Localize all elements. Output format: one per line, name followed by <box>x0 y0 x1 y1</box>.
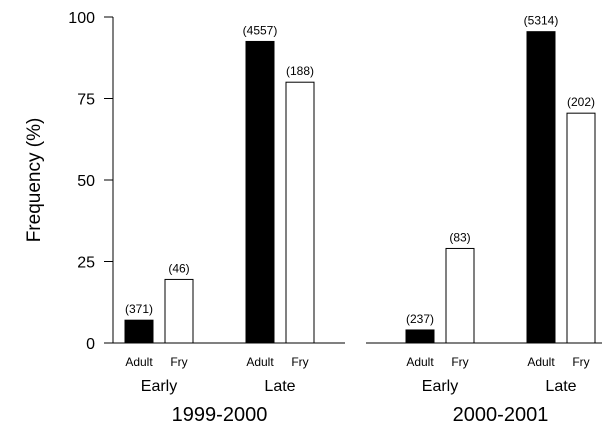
bar-fry <box>445 247 475 344</box>
y-tick-label: 100 <box>68 10 95 27</box>
bar-count-label: (371) <box>125 302 153 316</box>
bar-count-label: (237) <box>406 312 434 326</box>
bar-category-label: Adult <box>527 355 555 369</box>
bar-category-label: Adult <box>406 355 434 369</box>
bar-fry <box>164 278 194 344</box>
y-axis: 0 25 50 75 100 Frequency (%) <box>24 10 114 353</box>
bar-fry <box>566 112 596 344</box>
bar-count-label: (4557) <box>243 23 278 37</box>
y-tick-label: 75 <box>77 92 95 109</box>
bar-category-label: Fry <box>291 355 308 369</box>
y-tick-label: 25 <box>77 255 95 272</box>
bar-count-label: (5314) <box>524 14 559 28</box>
bar-category-label: Adult <box>246 355 274 369</box>
bars <box>124 31 596 344</box>
period-label: Early <box>422 378 458 395</box>
bar-count-label: (202) <box>567 95 595 109</box>
bar-category-label: Fry <box>451 355 468 369</box>
period-label: Late <box>545 378 576 395</box>
bar-count-label: (46) <box>168 261 189 275</box>
y-tick-label: 0 <box>86 336 95 353</box>
season-label: 1999-2000 <box>172 404 268 426</box>
bar-count-label: (188) <box>286 64 314 78</box>
bar-adult <box>245 40 275 344</box>
period-label: Late <box>264 378 295 395</box>
bar-category-label: Adult <box>125 355 153 369</box>
y-tick-label: 50 <box>77 173 95 190</box>
bar-category-label: Fry <box>170 355 187 369</box>
period-label: Early <box>141 378 177 395</box>
bar-category-label: Fry <box>572 355 589 369</box>
bar-adult <box>124 319 154 344</box>
season-label: 2000-2001 <box>453 404 549 426</box>
bar-count-label: (83) <box>449 230 470 244</box>
bar-adult <box>405 329 435 344</box>
bar-adult <box>526 31 556 344</box>
bar-fry <box>285 81 315 344</box>
y-axis-label: Frequency (%) <box>24 118 45 243</box>
category-labels: (371) Adult (46) Fry Early (4557) Adult (188) Fr… <box>125 14 595 426</box>
